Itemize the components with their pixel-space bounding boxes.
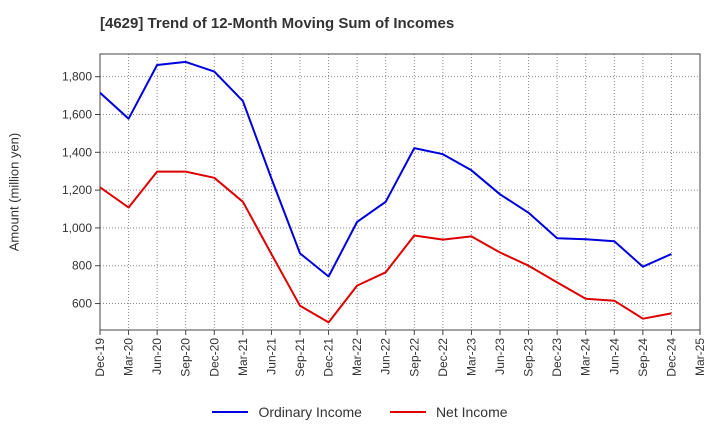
y-tick-label: 800 (72, 259, 92, 273)
x-tick-label: Jun-24 (607, 338, 621, 375)
x-tick-label: Mar-23 (464, 338, 478, 376)
legend-swatch-net-income (389, 411, 426, 413)
legend-item-ordinary-income: Ordinary Income (212, 404, 362, 420)
x-tick-label: Jun-23 (493, 338, 507, 375)
x-tick-label: Jun-22 (379, 338, 393, 375)
y-tick-label: 1,000 (62, 221, 92, 235)
x-tick-label: Jun-21 (264, 338, 278, 375)
y-tick-label: 600 (72, 297, 92, 311)
legend-label-net-income: Net Income (435, 404, 508, 420)
series-line-net-income (100, 170, 672, 324)
x-tick-label: Sep-23 (522, 338, 536, 377)
x-tick-label: Sep-24 (636, 338, 650, 377)
y-tick-label: 1,200 (62, 183, 92, 197)
series-line-ordinary-income (100, 60, 672, 278)
x-tick-label: Dec-23 (550, 338, 564, 377)
x-tick-label: Sep-22 (407, 338, 421, 377)
x-tick-label: Dec-22 (436, 338, 450, 377)
y-tick-label: 1,400 (62, 145, 92, 159)
x-tick-label: Sep-20 (179, 338, 193, 377)
x-tick-label: Mar-24 (579, 338, 593, 376)
chart-title: [4629] Trend of 12-Month Moving Sum of I… (100, 15, 455, 32)
x-tick-label: Mar-22 (350, 338, 364, 376)
x-tick-label: Jun-20 (150, 338, 164, 375)
legend-swatch-ordinary-income (212, 411, 249, 413)
x-tick-label: Dec-24 (664, 338, 678, 377)
plot-frame (99, 53, 701, 331)
y-tick-label: 1,800 (62, 70, 92, 84)
x-tick-label: Mar-25 (693, 338, 707, 376)
x-tick-label: Dec-20 (207, 338, 221, 377)
x-tick-label: Dec-21 (322, 338, 336, 377)
legend-label-ordinary-income: Ordinary Income (258, 404, 362, 420)
y-tick-label: 1,600 (62, 107, 92, 121)
x-tick-label: Mar-20 (122, 338, 136, 376)
x-tick-label: Dec-19 (93, 338, 107, 377)
x-tick-label: Mar-21 (236, 338, 250, 376)
legend-item-net-income: Net Income (389, 404, 508, 420)
x-tick-label: Sep-21 (293, 338, 307, 377)
legend: Ordinary Income Net Income (0, 404, 720, 420)
